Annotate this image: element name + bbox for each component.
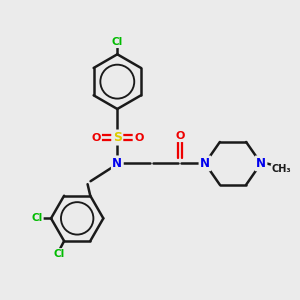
Text: N: N bbox=[200, 157, 210, 170]
Text: O: O bbox=[175, 131, 184, 141]
Text: Cl: Cl bbox=[112, 37, 123, 47]
Text: O: O bbox=[91, 133, 101, 142]
Text: S: S bbox=[113, 131, 122, 144]
Text: N: N bbox=[256, 157, 266, 170]
Text: Cl: Cl bbox=[31, 213, 42, 224]
Text: N: N bbox=[112, 157, 122, 170]
Text: O: O bbox=[134, 133, 143, 142]
Text: Cl: Cl bbox=[53, 249, 64, 260]
Text: CH₃: CH₃ bbox=[272, 164, 292, 174]
